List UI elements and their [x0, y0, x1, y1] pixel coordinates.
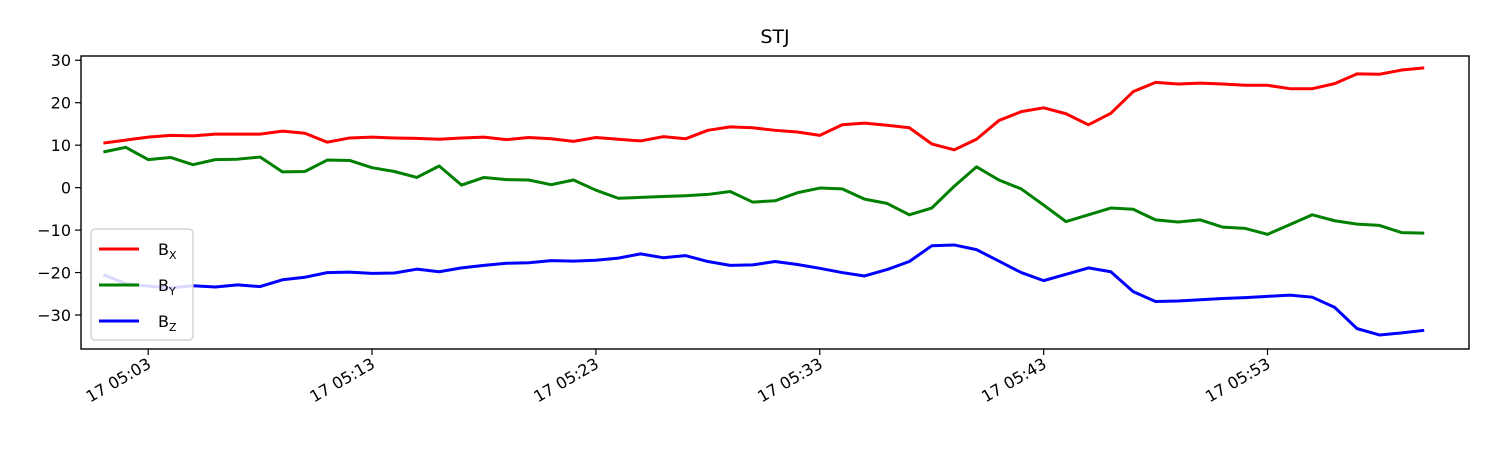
- x-tick-label: 17 05:53: [1202, 354, 1273, 406]
- x-tick-label: 17 05:03: [83, 354, 154, 406]
- plot-lines: [102, 66, 1425, 337]
- legend-box: [90, 228, 194, 341]
- y-tick-label: −10: [37, 221, 71, 240]
- legend-label-subscript: Z: [169, 321, 177, 334]
- x-tick-label: 17 05:33: [754, 354, 825, 406]
- plot-frame: [80, 55, 1470, 350]
- series-line-y: [103, 145, 1425, 236]
- series-line-x: [103, 66, 1425, 152]
- legend-label-main: B: [158, 240, 169, 259]
- y-tick-label: 0: [61, 179, 71, 198]
- y-tick-label: 20: [51, 94, 71, 113]
- x-tick-label: 17 05:23: [530, 354, 601, 406]
- legend-label-main: B: [158, 276, 169, 295]
- legend-label: BX: [158, 240, 177, 262]
- x-tick-label: 17 05:13: [307, 354, 378, 406]
- y-tick-label: 10: [51, 136, 71, 155]
- x-axis: 17 05:03 17 05:13 17 05:23 17 05:33 17 05:43…: [83, 349, 1274, 406]
- x-tick-label: 17 05:43: [978, 354, 1049, 406]
- y-tick-label: −30: [37, 306, 71, 325]
- legend-label-subscript: Y: [168, 285, 176, 298]
- y-tick-label: 30: [51, 51, 71, 70]
- legend-label: BZ: [158, 312, 177, 334]
- y-axis: 30 20 10 0 −10 −20 −30: [37, 51, 81, 325]
- chart-title: STJ: [760, 26, 789, 48]
- legend-label-subscript: X: [169, 249, 177, 262]
- series-line-z: [102, 243, 1425, 337]
- legend-label: BY: [158, 276, 176, 298]
- legend-label-main: B: [158, 312, 169, 331]
- y-tick-label: −20: [37, 264, 71, 283]
